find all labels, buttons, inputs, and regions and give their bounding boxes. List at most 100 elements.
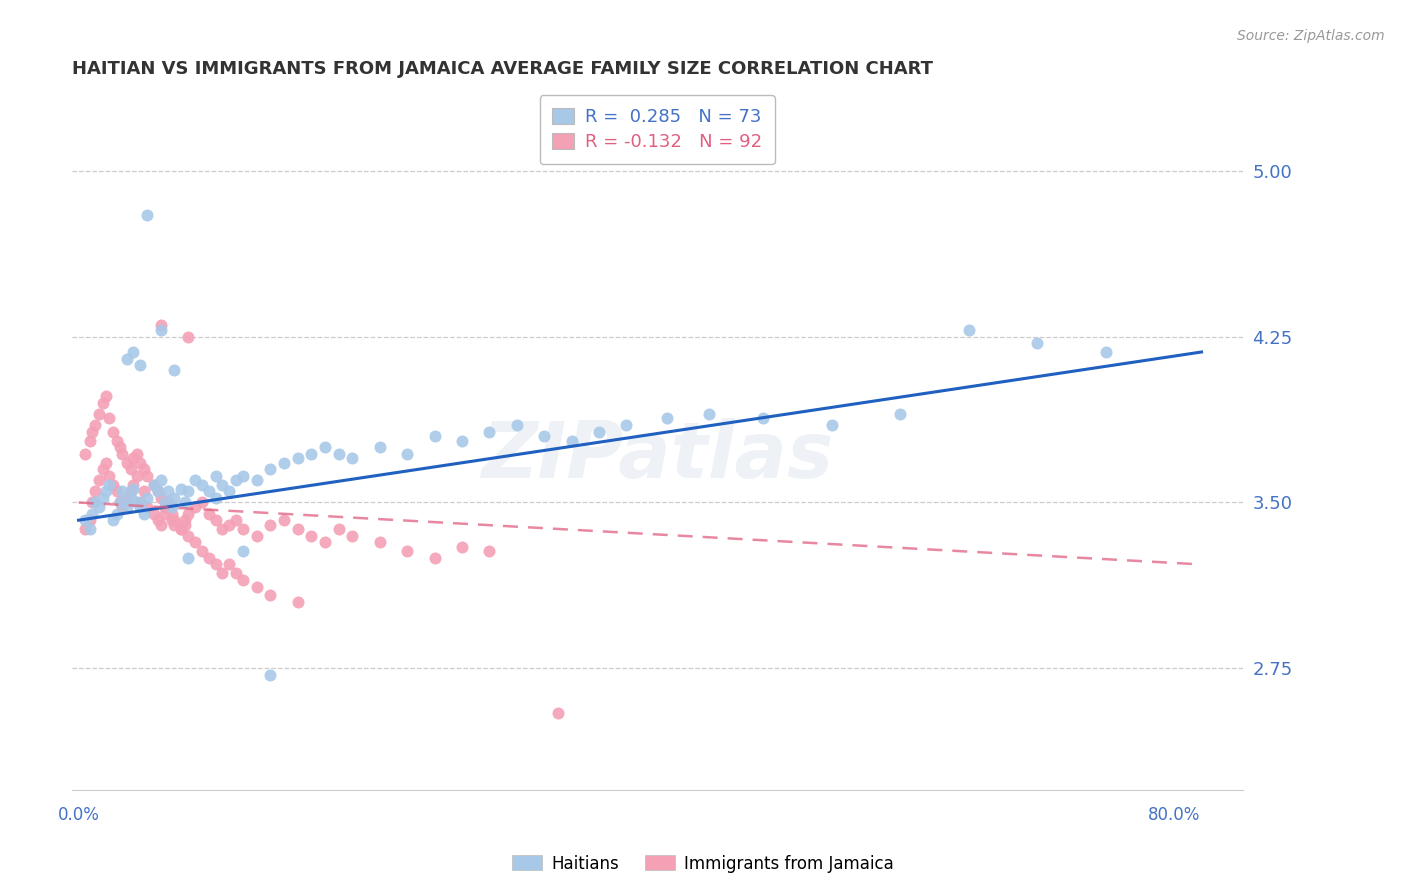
Point	[146, 484, 169, 499]
Text: Source: ZipAtlas.com: Source: ZipAtlas.com	[1237, 29, 1385, 43]
Point	[204, 469, 226, 483]
Point	[191, 495, 214, 509]
Point	[204, 513, 226, 527]
Point	[160, 507, 183, 521]
Point	[94, 456, 117, 470]
Point	[368, 440, 391, 454]
Point	[153, 495, 176, 509]
Point	[287, 595, 309, 609]
Point	[136, 491, 159, 505]
Point	[299, 529, 322, 543]
Point	[163, 491, 186, 505]
Point	[84, 495, 107, 509]
Point	[156, 495, 179, 509]
Point	[156, 500, 179, 514]
Point	[101, 513, 124, 527]
Point	[177, 329, 200, 343]
Point	[91, 396, 114, 410]
Point	[218, 517, 240, 532]
Point	[246, 529, 269, 543]
Point	[105, 484, 128, 499]
Point	[1094, 345, 1116, 359]
Point	[115, 456, 138, 470]
Point	[177, 507, 200, 521]
Point	[1026, 336, 1049, 351]
Point	[177, 550, 200, 565]
Point	[101, 425, 124, 439]
Point	[82, 495, 104, 509]
Text: ZIPatlas: ZIPatlas	[481, 417, 834, 493]
Point	[129, 358, 152, 372]
Point	[105, 434, 128, 448]
Point	[75, 447, 97, 461]
Point	[122, 482, 145, 496]
Point	[889, 407, 911, 421]
Point	[328, 522, 350, 536]
Point	[174, 513, 197, 527]
Text: 0.0%: 0.0%	[58, 805, 100, 823]
Point	[160, 500, 183, 514]
Point	[115, 491, 138, 505]
Point	[108, 440, 131, 454]
Point	[184, 535, 207, 549]
Point	[752, 411, 775, 425]
Point	[204, 491, 226, 505]
Point	[129, 500, 152, 514]
Point	[146, 513, 169, 527]
Point	[75, 522, 97, 536]
Point	[149, 474, 172, 488]
Point	[149, 318, 172, 333]
Point	[259, 517, 281, 532]
Point	[184, 500, 207, 514]
Point	[533, 429, 555, 443]
Point	[657, 411, 679, 425]
Point	[84, 484, 107, 499]
Point	[105, 507, 128, 521]
Point	[259, 589, 281, 603]
Point	[211, 522, 233, 536]
Point	[287, 522, 309, 536]
Point	[177, 529, 200, 543]
Point	[115, 500, 138, 514]
Point	[287, 451, 309, 466]
Point	[160, 513, 183, 527]
Point	[75, 513, 97, 527]
Point	[396, 544, 419, 558]
Point	[136, 500, 159, 514]
Point	[111, 484, 134, 499]
Point	[120, 462, 142, 476]
Point	[108, 495, 131, 509]
Point	[163, 517, 186, 532]
Point	[97, 469, 120, 483]
Point	[122, 345, 145, 359]
Point	[82, 425, 104, 439]
Point	[368, 535, 391, 549]
Point	[197, 507, 219, 521]
Point	[232, 469, 254, 483]
Point	[423, 429, 446, 443]
Point	[246, 580, 269, 594]
Point	[547, 706, 569, 720]
Point	[127, 469, 149, 483]
Point	[225, 513, 247, 527]
Point	[120, 491, 142, 505]
Point	[115, 351, 138, 366]
Point	[134, 484, 156, 499]
Point	[614, 417, 637, 432]
Point	[163, 362, 186, 376]
Point	[246, 474, 269, 488]
Point	[142, 507, 165, 521]
Point	[506, 417, 529, 432]
Point	[136, 469, 159, 483]
Point	[129, 456, 152, 470]
Point	[232, 522, 254, 536]
Point	[197, 550, 219, 565]
Point	[218, 484, 240, 499]
Point	[170, 522, 193, 536]
Point	[342, 529, 364, 543]
Point	[89, 500, 111, 514]
Point	[149, 323, 172, 337]
Point	[84, 417, 107, 432]
Point	[156, 484, 179, 499]
Point	[328, 447, 350, 461]
